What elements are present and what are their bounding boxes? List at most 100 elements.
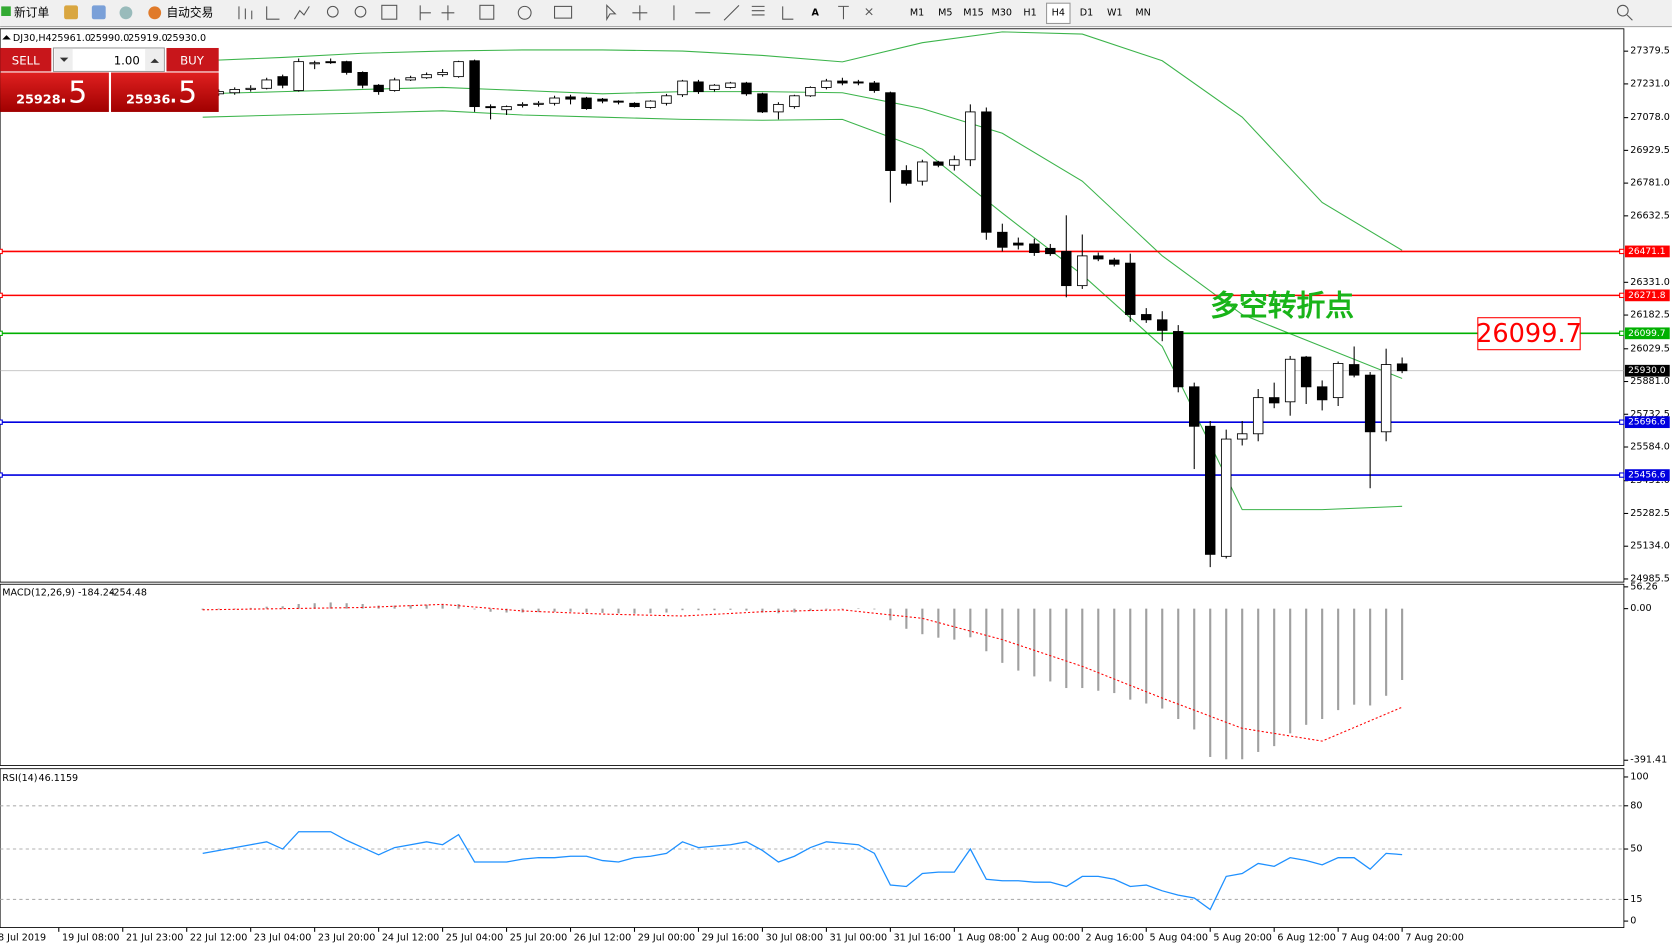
y-tick-label: 50 — [1630, 844, 1642, 855]
bollinger-band — [202, 31, 1403, 251]
macd-bar — [1049, 608, 1052, 682]
y-tick-label: 56.26 — [1630, 581, 1657, 592]
candle-body — [1141, 314, 1152, 321]
bollinger-band — [202, 110, 1403, 511]
tool-tile[interactable] — [381, 4, 398, 20]
tool-bar-chart[interactable] — [238, 6, 253, 20]
macd-bar — [1209, 608, 1212, 757]
macd-bar — [1145, 608, 1148, 704]
x-tick-label: 19 Jul 08:00 — [62, 933, 119, 944]
timeframe-button[interactable]: W1 — [1107, 7, 1123, 18]
tool-arrows[interactable] — [865, 8, 873, 16]
timeframe-button[interactable]: H1 — [1023, 7, 1036, 18]
tool-candles[interactable] — [266, 6, 280, 20]
candle-body — [1077, 255, 1088, 287]
y-tick-label: 26331.0 — [1630, 277, 1670, 288]
sell-button[interactable] — [0, 47, 52, 72]
macd-bar — [201, 608, 204, 610]
candle-body — [741, 82, 752, 95]
candle-body — [565, 96, 576, 100]
timeframe-button[interactable]: M5 — [938, 7, 952, 18]
tool-text-a[interactable]: A — [811, 7, 819, 18]
sell-label[interactable]: SELL — [12, 53, 40, 67]
x-tick-label: 7 Aug 04:00 — [1341, 933, 1399, 944]
new-order-label[interactable]: 新订单 — [14, 5, 49, 19]
active-timeframe[interactable] — [1046, 2, 1071, 24]
candle-body — [389, 79, 400, 91]
tool-text[interactable] — [838, 5, 849, 20]
candle-body — [1204, 425, 1216, 555]
level-handle — [0, 292, 3, 299]
macd-bar — [1113, 608, 1116, 694]
bid-box[interactable] — [0, 72, 109, 112]
timeframe-button[interactable]: M15 — [963, 7, 983, 18]
macd-bar — [985, 608, 988, 652]
candle-body — [373, 84, 384, 93]
timeframe-button[interactable]: M30 — [992, 7, 1012, 18]
macd-panel-frame — [0, 583, 1625, 766]
toolbar-icon[interactable] — [119, 6, 133, 20]
tool-crosshair[interactable] — [632, 5, 648, 21]
buy-label[interactable]: BUY — [180, 53, 205, 67]
candle-body — [501, 106, 512, 111]
tool-fibo[interactable] — [782, 6, 794, 20]
macd-bar — [697, 608, 700, 611]
timeframe-button[interactable]: H4 — [1052, 7, 1065, 18]
macd-bar — [217, 608, 220, 610]
rsi-current: 46.1159 — [39, 773, 79, 784]
timeframe-button[interactable]: MN — [1135, 7, 1150, 18]
timeframe-button[interactable]: D1 — [1080, 7, 1093, 18]
macd-bar — [729, 608, 732, 610]
macd-bar — [553, 608, 556, 612]
lot-value[interactable]: 1.00 — [114, 53, 140, 67]
header-high: 25990.0 — [90, 33, 130, 44]
ask-price: 25936 — [126, 93, 171, 108]
y-tick-label: 26632.5 — [1630, 210, 1670, 221]
lot-input[interactable] — [52, 47, 165, 72]
macd-bar — [489, 608, 492, 612]
candle-body — [1268, 397, 1280, 404]
buy-button[interactable] — [166, 47, 219, 72]
candle-body — [1061, 251, 1072, 287]
tool-indicators[interactable] — [479, 4, 495, 20]
tool-scroll[interactable] — [419, 5, 455, 21]
x-tick-label: 1 Aug 08:00 — [958, 933, 1017, 944]
toolbar-icon[interactable] — [64, 5, 78, 20]
x-tick-label: 29 Jul 16:00 — [702, 933, 759, 944]
tool-cursor[interactable] — [606, 4, 617, 22]
candle-body — [725, 82, 736, 88]
y-tick-label: 0 — [1630, 916, 1636, 927]
candle-body — [1316, 386, 1328, 401]
tool-periods[interactable] — [517, 5, 532, 20]
x-tick-label: 30 Jul 08:00 — [766, 933, 823, 944]
level-handle — [1619, 419, 1625, 425]
toolbar-icon[interactable] — [91, 5, 106, 20]
macd-bar — [313, 603, 316, 609]
tool-line[interactable] — [293, 6, 310, 20]
macd-bar — [1321, 608, 1324, 720]
auto-trading-button[interactable]: 自动交易 — [148, 5, 213, 19]
search-button[interactable] — [1616, 4, 1629, 17]
auto-trading-label[interactable]: 自动交易 — [166, 5, 213, 19]
macd-bar — [873, 608, 876, 610]
candle-body — [309, 62, 320, 65]
toolbar-tools — [238, 4, 1633, 22]
timeframe-button[interactable]: M1 — [910, 7, 924, 18]
tool-zoom-out[interactable] — [354, 5, 367, 18]
rsi-line — [202, 831, 1403, 911]
candle-body — [453, 61, 464, 78]
candle-body — [341, 61, 352, 73]
candle-body — [645, 100, 656, 108]
tool-zoom-in[interactable] — [326, 5, 339, 18]
macd-bar — [1081, 608, 1084, 689]
macd-bar — [1273, 608, 1276, 747]
chart-symbol: DJ30,H4 — [13, 33, 52, 44]
new-order-button[interactable]: 新订单 — [1, 5, 49, 19]
candle-body — [469, 60, 480, 108]
tool-templates[interactable] — [554, 5, 573, 19]
level-label-box — [1624, 245, 1670, 258]
ask-box[interactable] — [111, 72, 219, 112]
tool-drawing[interactable] — [673, 4, 765, 21]
level-label: 26099.7 — [1628, 329, 1665, 339]
macd-bar — [841, 608, 844, 610]
